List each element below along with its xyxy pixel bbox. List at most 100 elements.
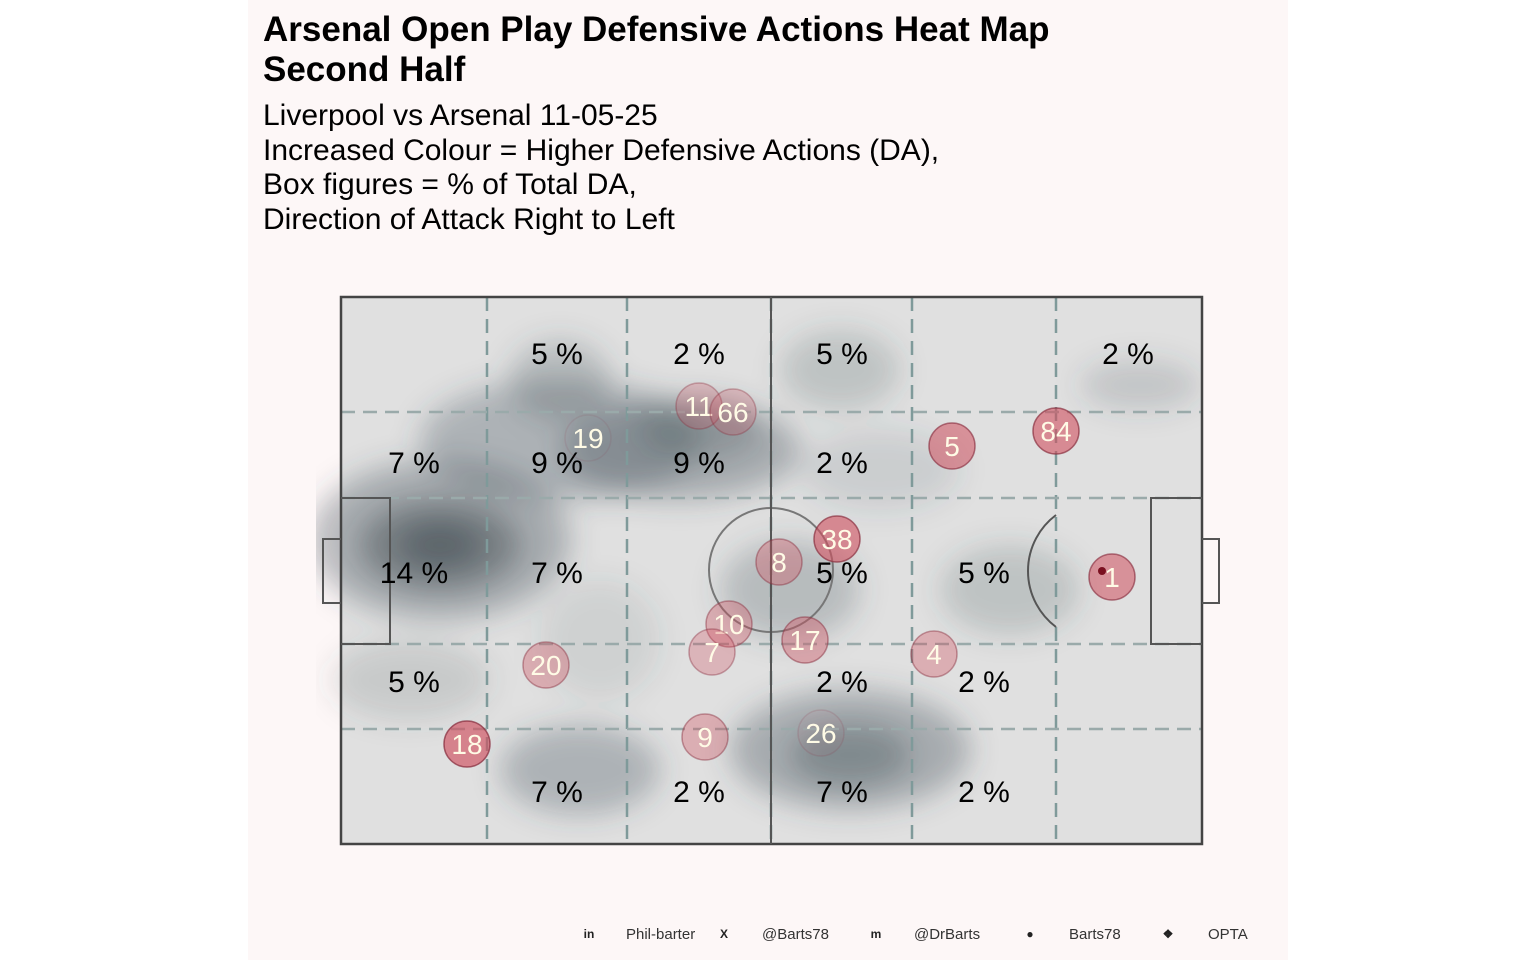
player-number: 8 — [771, 547, 787, 578]
footer-handle[interactable]: Phil-barter — [626, 926, 696, 943]
zone-percent-label: 7 % — [531, 776, 583, 809]
player-number: 11 — [684, 391, 713, 422]
density-blob — [1080, 360, 1200, 410]
density-blob — [330, 640, 490, 720]
player-circle — [705, 600, 753, 648]
title-line-1: Arsenal Open Play Defensive Actions Heat… — [263, 10, 1050, 49]
density-blob — [500, 725, 660, 815]
zone-percent-label: 9 % — [531, 447, 583, 480]
zone-percent-label: 2 % — [958, 776, 1010, 809]
zone-percent-label: 14 % — [380, 557, 448, 590]
player-marker: 10 — [705, 600, 753, 648]
pitch-markings — [322, 295, 1220, 846]
density-blob — [720, 540, 860, 640]
footer-handle[interactable]: Barts78 — [1069, 926, 1121, 943]
zone-percent-label: 2 % — [673, 338, 725, 371]
player-circle — [1032, 407, 1080, 455]
player-marker: 66 — [709, 388, 757, 436]
player-marker: 9 — [681, 713, 729, 761]
player-circle — [910, 630, 958, 678]
zone-percent-label: 7 % — [388, 447, 440, 480]
player-circle — [681, 713, 729, 761]
player-markers: 11 66 19 5 84 38 8 1 10 17 7 4 20 18 9 26 — [443, 382, 1136, 768]
zone-percent-label: 2 % — [673, 776, 725, 809]
subtitle-line: Increased Colour = Higher Defensive Acti… — [263, 133, 940, 167]
player-number: 17 — [789, 625, 820, 656]
player-marker: 19 — [564, 414, 612, 462]
zone-percent-label: 5 % — [816, 338, 868, 371]
github-icon[interactable]: ● — [1026, 927, 1034, 941]
player-circle — [813, 515, 861, 563]
zone-percent-label: 7 % — [531, 557, 583, 590]
player-number: 5 — [944, 431, 960, 462]
player-number: 1 — [1104, 562, 1120, 593]
player-number: 26 — [805, 718, 836, 749]
linkedin-icon[interactable]: in — [583, 927, 595, 941]
player-marker: 11 — [675, 382, 723, 430]
player-marker: 7 — [688, 628, 736, 676]
player-number: 7 — [704, 637, 720, 668]
zone-percent-label: 5 % — [388, 666, 440, 699]
player-circle — [781, 616, 829, 664]
zone-percent-label: 7 % — [816, 776, 868, 809]
player-marker: 5 — [928, 422, 976, 470]
player-marker: 26 — [797, 709, 845, 757]
subtitle-line: Box figures = % of Total DA, — [263, 168, 637, 201]
player-marker: 4 — [910, 630, 958, 678]
player-marker: 17 — [781, 616, 829, 664]
player-number: 66 — [717, 397, 748, 428]
ball-marker — [1098, 567, 1106, 575]
density-blob — [940, 545, 1080, 635]
player-number: 19 — [572, 423, 603, 454]
density-layer — [316, 330, 1200, 815]
player-number: 84 — [1040, 416, 1071, 447]
player-marker: 20 — [522, 641, 570, 689]
mastodon-icon[interactable]: m — [870, 927, 882, 941]
subtitle-line: Direction of Attack Right to Left — [263, 202, 675, 236]
player-circle — [755, 538, 803, 586]
title-line-2: Second Half — [263, 50, 466, 89]
x-icon[interactable]: X — [719, 927, 728, 941]
zone-percent-label: 5 % — [816, 557, 868, 590]
zone-percent-label: 5 % — [531, 338, 583, 371]
chart-title: Arsenal Open Play Defensive Actions Heat… — [263, 10, 1049, 90]
footer-handle[interactable]: @Barts78 — [762, 926, 829, 943]
player-circle — [1088, 553, 1136, 601]
zone-percent-label: 9 % — [673, 447, 725, 480]
player-circle — [675, 382, 723, 430]
player-circle — [797, 709, 845, 757]
player-number: 10 — [713, 609, 744, 640]
density-blob — [790, 725, 910, 785]
zone-percent-label: 2 % — [1102, 338, 1154, 371]
player-circle — [443, 720, 491, 768]
chart-subtitle: Liverpool vs Arsenal 11-05-25 Increased … — [263, 99, 939, 237]
player-marker: 8 — [755, 538, 803, 586]
player-number: 18 — [451, 729, 482, 760]
density-blob — [640, 400, 760, 460]
player-number: 20 — [530, 650, 561, 681]
density-blob — [400, 523, 480, 567]
player-number: 38 — [821, 524, 852, 555]
zone-percent-label: 5 % — [958, 557, 1010, 590]
player-marker: 1 — [1088, 553, 1136, 601]
player-circle — [564, 414, 612, 462]
player-number: 9 — [697, 722, 713, 753]
player-circle — [688, 628, 736, 676]
footer-handle[interactable]: OPTA — [1208, 926, 1248, 943]
footer-handle[interactable]: @DrBarts — [914, 926, 981, 943]
zone-percent-label: 2 % — [816, 666, 868, 699]
subtitle-line: Liverpool vs Arsenal 11-05-25 — [263, 99, 658, 132]
zone-labels: 5 % 2 % 5 % 2 % 7 % 9 % 9 % 2 % 14 % 7 % 5 % 5 % 5 %… — [380, 338, 1154, 809]
player-marker: 38 — [813, 515, 861, 563]
density-blob — [800, 430, 960, 510]
player-number: 4 — [926, 639, 942, 670]
density-blob — [540, 580, 660, 700]
zone-percent-label: 2 % — [816, 447, 868, 480]
player-circle — [522, 641, 570, 689]
dropbox-icon[interactable]: ❖ — [1162, 927, 1174, 941]
density-blob — [780, 330, 900, 410]
player-marker: 18 — [443, 720, 491, 768]
density-blob — [510, 340, 610, 420]
zone-percent-label: 2 % — [958, 666, 1010, 699]
